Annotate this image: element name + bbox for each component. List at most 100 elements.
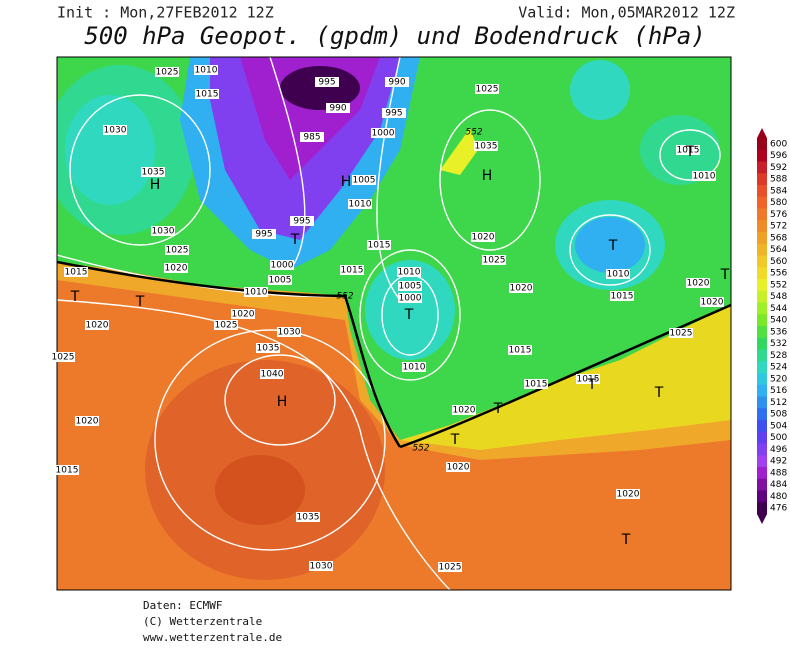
isobar-label: 1015 bbox=[65, 268, 88, 278]
colorbar-label: 600 bbox=[770, 139, 787, 149]
isobar-label: 1015 bbox=[368, 241, 391, 251]
colorbar-label: 500 bbox=[770, 433, 787, 443]
colorbar-label: 588 bbox=[770, 175, 787, 185]
map-field bbox=[57, 57, 731, 590]
colorbar-swatch bbox=[757, 302, 767, 315]
pressure-center: T bbox=[587, 377, 597, 393]
isobar-label: 1010 bbox=[607, 270, 630, 280]
isobar-label: 1015 bbox=[611, 292, 634, 302]
pressure-center: T bbox=[404, 307, 414, 323]
isobar-line bbox=[57, 299, 451, 590]
isobar-label-bg bbox=[382, 108, 406, 118]
field-blue bbox=[575, 217, 645, 273]
isobar-label-bg bbox=[155, 67, 179, 77]
colorbar-label: 576 bbox=[770, 210, 787, 220]
colorbar-label: 596 bbox=[770, 151, 787, 161]
isobar-label: 1020 bbox=[453, 406, 476, 416]
colorbar-label: 516 bbox=[770, 386, 787, 396]
isobar-label: 1030 bbox=[104, 126, 127, 136]
colorbar-label: 568 bbox=[770, 233, 787, 243]
isobar-label-bg bbox=[475, 84, 499, 94]
isobar-label-bg bbox=[55, 465, 79, 475]
isobar-label-bg bbox=[51, 352, 75, 362]
isobar-label: 1005 bbox=[353, 176, 376, 186]
pressure-center: T bbox=[685, 144, 695, 160]
field-cyan bbox=[570, 60, 630, 120]
isobar-label-bg bbox=[277, 327, 301, 337]
isobar-label: 1010 bbox=[403, 363, 426, 373]
isobar-line bbox=[359, 249, 461, 381]
pressure-center: T bbox=[450, 432, 460, 448]
colorbar-swatch bbox=[757, 220, 767, 233]
colorbar-swatch bbox=[757, 290, 767, 303]
isobar-label-bg bbox=[700, 297, 724, 307]
isobar-label: 1020 bbox=[510, 284, 533, 294]
pressure-center: T bbox=[654, 385, 664, 401]
isobar-label: 1010 bbox=[693, 172, 716, 182]
isobar-label-bg bbox=[75, 416, 99, 426]
isobar-label: 1010 bbox=[398, 268, 421, 278]
isobar-label: 990 bbox=[388, 78, 405, 88]
isobar-label-bg bbox=[296, 512, 320, 522]
isobar-label: 990 bbox=[329, 104, 346, 114]
colorbar-swatch bbox=[757, 455, 767, 468]
colorbar-swatch bbox=[757, 502, 767, 515]
isobar-label: 1035 bbox=[297, 513, 320, 523]
isobar-label-bg bbox=[85, 320, 109, 330]
isobar-label-bg bbox=[438, 562, 462, 572]
isobar-label-bg bbox=[141, 167, 165, 177]
isobar-label: 1035 bbox=[142, 168, 165, 178]
isobar-label-bg bbox=[194, 65, 218, 75]
isobar-label: 995 bbox=[385, 109, 402, 119]
colorbar-label: 572 bbox=[770, 222, 787, 232]
colorbar-label: 528 bbox=[770, 351, 787, 361]
colorbar-swatch bbox=[757, 384, 767, 397]
isobar-label-bg bbox=[367, 240, 391, 250]
isobar-label-bg bbox=[260, 369, 284, 379]
isobar-label-bg bbox=[616, 489, 640, 499]
chart-title: 500 hPa Geopot. (gpdm) und Bodendruck (h… bbox=[84, 22, 705, 50]
isobar-label: 1020 bbox=[472, 233, 495, 243]
isobar-label-bg bbox=[151, 226, 175, 236]
isobar-label: 1030 bbox=[310, 562, 333, 572]
isobar-label: 1020 bbox=[447, 463, 470, 473]
isobar-label: 1025 bbox=[215, 321, 238, 331]
contour-552 bbox=[399, 303, 731, 449]
isobar-label-bg bbox=[164, 263, 188, 273]
isobar-label: 1025 bbox=[52, 353, 75, 363]
isobar-line bbox=[439, 109, 541, 251]
isobar-label-bg bbox=[397, 267, 421, 277]
isobar-label: 1015 bbox=[56, 466, 79, 476]
colorbar-label: 512 bbox=[770, 398, 787, 408]
map-frame bbox=[56, 56, 732, 591]
pressure-center: T bbox=[135, 294, 145, 310]
colorbar-label: 476 bbox=[770, 504, 787, 514]
colorbar-label: 540 bbox=[770, 316, 787, 326]
colorbar-swatch bbox=[757, 431, 767, 444]
isobar-label: 1020 bbox=[687, 279, 710, 289]
isobar-label: 1015 bbox=[196, 90, 219, 100]
isobar-label-bg bbox=[398, 281, 422, 291]
colorbar-label: 552 bbox=[770, 280, 787, 290]
footer-line: Daten: ECMWF bbox=[143, 599, 222, 612]
colorbar-swatch bbox=[757, 420, 767, 433]
colorbar-label: 484 bbox=[770, 480, 787, 490]
isobar-label-bg bbox=[371, 128, 395, 138]
isobar-label-bg bbox=[231, 309, 255, 319]
colorbar-label: 544 bbox=[770, 304, 787, 314]
map-labels: 1025 1010 1015 995 990 990 995 985 1000 1030 1035 1… bbox=[51, 65, 730, 573]
isobar-label-bg bbox=[606, 269, 630, 279]
isobar-label-bg bbox=[244, 287, 268, 297]
isobar-label-bg bbox=[452, 405, 476, 415]
isobar-label-bg bbox=[165, 245, 189, 255]
isobar-label: 995 bbox=[318, 78, 335, 88]
colorbar-label: 584 bbox=[770, 186, 787, 196]
colorbar-label: 488 bbox=[770, 468, 787, 478]
isobar-label: 1010 bbox=[349, 200, 372, 210]
isobar-line bbox=[154, 329, 386, 551]
isobar-label: 1025 bbox=[156, 68, 179, 78]
colorbar-swatch bbox=[757, 196, 767, 209]
colorbar-label: 560 bbox=[770, 257, 787, 267]
isobar-label-bg bbox=[340, 265, 364, 275]
colorbar-label: 580 bbox=[770, 198, 787, 208]
